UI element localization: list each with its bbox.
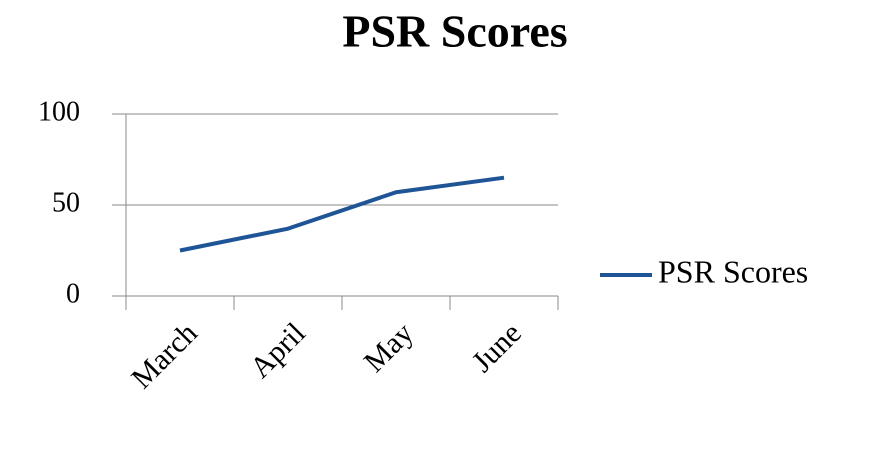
x-tick-label: April: [244, 316, 312, 384]
x-tick-label: March: [125, 316, 204, 395]
legend-label: PSR Scores: [658, 253, 808, 289]
y-tick-label: 50: [52, 187, 80, 218]
line-series: [179, 175, 505, 253]
x-tick-label: June: [466, 316, 528, 378]
y-tick-label: 0: [66, 278, 80, 309]
x-tick-label: May: [358, 316, 420, 378]
y-tick-label: 100: [38, 96, 80, 127]
chart-title: PSR Scores: [342, 6, 567, 57]
